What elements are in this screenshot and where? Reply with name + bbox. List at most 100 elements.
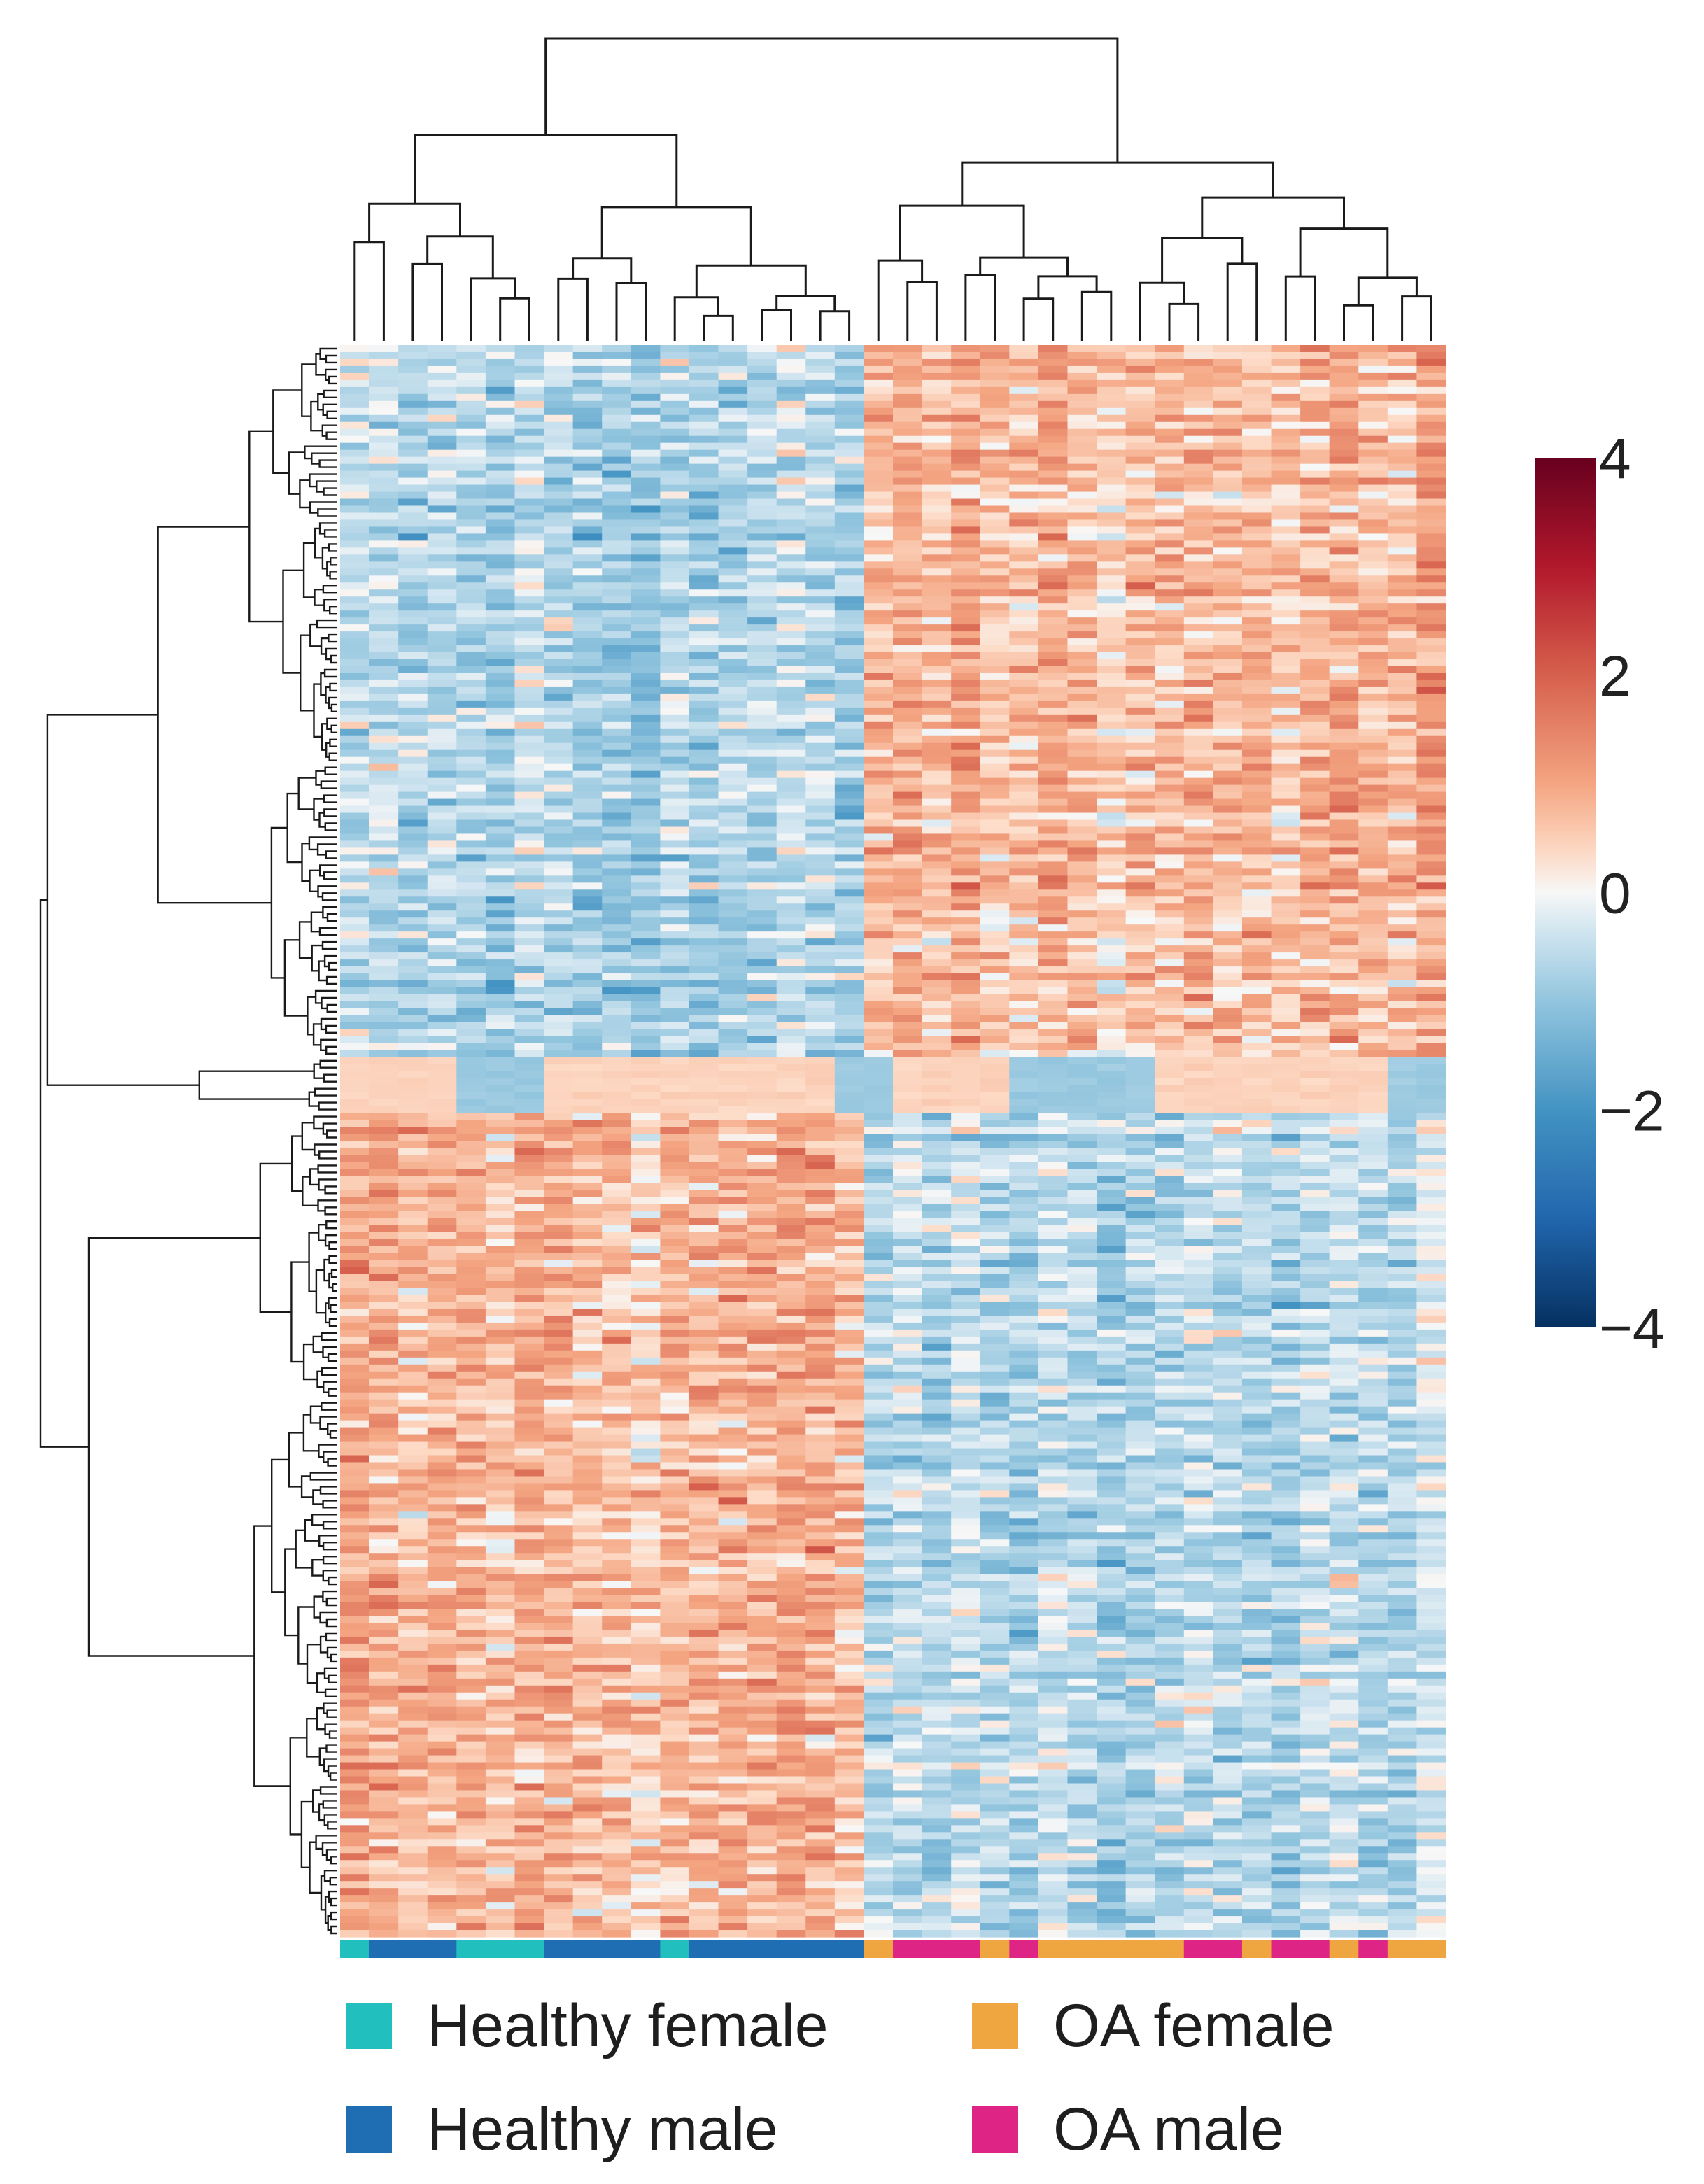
heatmap-cell [1067, 470, 1097, 479]
heatmap-cell [951, 470, 981, 479]
heatmap-cell [1009, 861, 1039, 869]
heatmap-cell [1183, 896, 1213, 904]
heatmap-cell [1416, 624, 1446, 632]
heatmap-cell [718, 777, 748, 786]
heatmap-cell [1213, 1043, 1243, 1051]
heatmap-cell [602, 603, 632, 611]
heatmap-cell [1038, 686, 1069, 695]
heatmap-cell [1271, 665, 1301, 674]
heatmap-cell [398, 777, 428, 786]
dendrogram-link [1139, 281, 1185, 341]
heatmap-cell [718, 372, 748, 381]
heatmap-cell [1387, 707, 1418, 716]
heatmap-cell [340, 442, 370, 451]
dendrogram-link [1168, 302, 1200, 341]
heatmap-cell [1183, 1085, 1213, 1093]
heatmap-cell [1125, 345, 1155, 353]
heatmap-cell [747, 1197, 777, 1204]
heatmap-cell [602, 533, 632, 541]
heatmap-cell [1271, 819, 1301, 828]
heatmap-cell [1271, 868, 1301, 876]
heatmap-cell [1358, 1148, 1388, 1156]
heatmap-cell [572, 728, 603, 737]
heatmap-cell [922, 833, 952, 842]
heatmap-cell [864, 463, 894, 472]
heatmap-cell [893, 840, 923, 849]
heatmap-cell [369, 861, 399, 869]
heatmap-cell [1097, 568, 1127, 576]
heatmap-cell [980, 589, 1010, 597]
heatmap-cell [1358, 1169, 1388, 1176]
heatmap-cell [1329, 1169, 1359, 1176]
heatmap-cell [834, 1204, 865, 1211]
heatmap-cell [805, 1029, 836, 1037]
heatmap-cell [1213, 533, 1243, 541]
heatmap-cell [718, 665, 748, 674]
heatmap-cell [1155, 358, 1185, 367]
heatmap-cell [805, 624, 836, 632]
heatmap-cell [1009, 910, 1039, 918]
heatmap-cell [1241, 547, 1272, 555]
heatmap-cell [980, 700, 1010, 709]
heatmap-cell [1271, 561, 1301, 569]
heatmap-cell [1009, 805, 1039, 814]
heatmap-cell [1038, 966, 1069, 974]
heatmap-cell [514, 1092, 544, 1100]
heatmap-cell [1241, 456, 1272, 465]
heatmap-cell [1241, 847, 1272, 855]
heatmap-cell [1387, 910, 1418, 918]
heatmap-cell [980, 547, 1010, 555]
heatmap-cell [1038, 526, 1069, 535]
heatmap-cell [1183, 421, 1213, 430]
heatmap-cell [340, 505, 370, 514]
heatmap-cell [631, 1148, 661, 1156]
heatmap-cell [1300, 756, 1330, 765]
heatmap-cell [747, 1204, 777, 1211]
heatmap-cell [805, 1106, 836, 1114]
heatmap-cell [398, 1155, 428, 1163]
heatmap-cell [893, 882, 923, 890]
heatmap-cell [1329, 742, 1359, 751]
heatmap-cell [340, 679, 370, 688]
heatmap-cell [980, 707, 1010, 716]
heatmap-cell [1183, 1113, 1213, 1121]
heatmap-cell [689, 456, 719, 465]
heatmap-cell [427, 659, 457, 667]
heatmap-cell [1067, 379, 1097, 388]
heatmap-cell [1097, 1099, 1127, 1107]
heatmap-cell [427, 826, 457, 835]
heatmap-cell [1416, 596, 1446, 604]
heatmap-cell [951, 645, 981, 653]
heatmap-cell [1358, 345, 1388, 353]
heatmap-cell [572, 854, 603, 862]
heatmap-cell [689, 875, 719, 883]
heatmap-cell [1125, 924, 1155, 932]
heatmap-cell [747, 952, 777, 960]
heatmap-cell [864, 1043, 894, 1051]
dendrogram-link [314, 989, 337, 1004]
heatmap-cell [1416, 554, 1446, 562]
heatmap-cell [864, 379, 894, 388]
heatmap-cell [834, 966, 865, 974]
heatmap-cell [456, 463, 486, 472]
heatmap-cell [718, 1120, 748, 1128]
heatmap-cell [718, 659, 748, 667]
heatmap-cell [660, 1064, 690, 1072]
heatmap-cell [1300, 1057, 1330, 1065]
heatmap-cell [398, 1099, 428, 1107]
heatmap-cell [1329, 847, 1359, 855]
heatmap-cell [1387, 603, 1418, 611]
heatmap-cell [776, 665, 806, 674]
heatmap-cell [1300, 1176, 1330, 1183]
heatmap-cell [805, 805, 836, 814]
heatmap-cell [893, 393, 923, 402]
heatmap-cell [1067, 980, 1097, 988]
heatmap-cell [1329, 833, 1359, 842]
heatmap-cell [602, 777, 632, 786]
heatmap-cell [1097, 624, 1127, 632]
heatmap-cell [369, 854, 399, 862]
heatmap-cell [1038, 1106, 1069, 1114]
heatmap-cell [544, 1085, 574, 1093]
dendrogram-link [319, 347, 337, 360]
heatmap-cell [689, 952, 719, 960]
